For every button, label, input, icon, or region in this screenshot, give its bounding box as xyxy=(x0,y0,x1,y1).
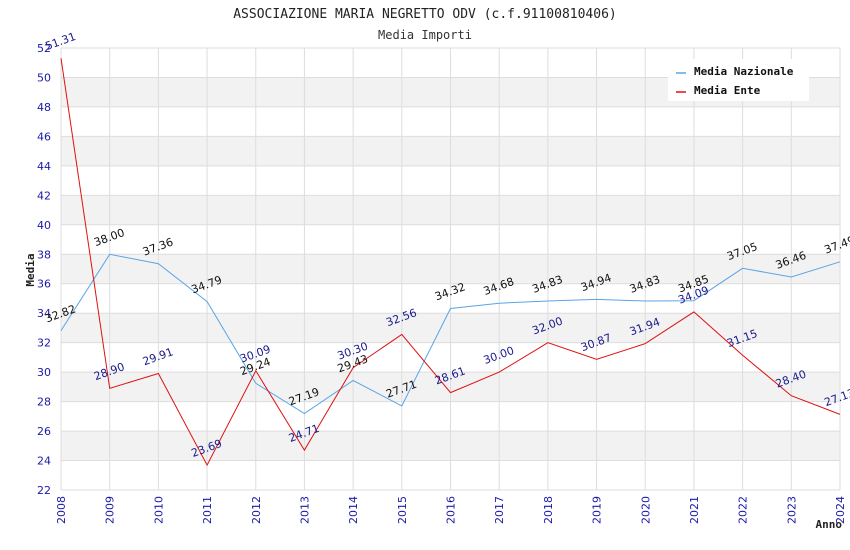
y-tick-label: 30 xyxy=(37,366,51,379)
y-tick-label: 34 xyxy=(37,307,51,320)
y-tick-label: 38 xyxy=(37,248,51,261)
x-tick-label: 2012 xyxy=(250,496,263,524)
x-tick-label: 2016 xyxy=(445,496,458,524)
x-tick-label: 2021 xyxy=(688,496,701,524)
x-tick-label: 2017 xyxy=(493,496,506,524)
series-line-media-nazionale xyxy=(60,253,841,415)
x-tick-label: 2008 xyxy=(55,496,68,524)
y-tick-label: 46 xyxy=(37,130,51,143)
chart-title: ASSOCIAZIONE MARIA NEGRETTO ODV (c.f.911… xyxy=(233,7,617,22)
x-tick-label: 2020 xyxy=(639,496,652,524)
x-tick-label: 2011 xyxy=(201,496,214,524)
y-tick-label: 48 xyxy=(37,101,51,114)
x-tick-label: 2010 xyxy=(152,496,165,524)
x-tick-label: 2018 xyxy=(542,496,555,524)
y-axis-label: Media xyxy=(24,253,37,286)
x-tick-label: 2022 xyxy=(737,496,750,524)
y-axis-ticks: 22 24 26 28 30 32 34 36 38 40 42 44 46 48 50 52 xyxy=(37,42,51,497)
x-tick-label: 2014 xyxy=(347,496,360,524)
x-tick-label: 2019 xyxy=(591,496,604,524)
y-tick-label: 52 xyxy=(37,42,51,55)
x-tick-label: 2009 xyxy=(104,496,117,524)
y-tick-label: 26 xyxy=(37,425,51,438)
x-tick-label: 2015 xyxy=(396,496,409,524)
legend-label-media-nazionale: Media Nazionale xyxy=(694,65,794,78)
series-line-media-ente xyxy=(60,58,841,467)
y-tick-label: 32 xyxy=(37,337,51,350)
y-tick-label: 22 xyxy=(37,484,51,497)
y-tick-label: 24 xyxy=(37,455,51,468)
y-tick-label: 42 xyxy=(37,189,51,202)
y-tick-label: 36 xyxy=(37,278,51,291)
x-axis-ticks: 2008 2009 2010 2011 2012 2013 2014 2015 2016 2017… xyxy=(55,496,847,524)
x-tick-label: 2024 xyxy=(834,496,847,524)
y-tick-label: 40 xyxy=(37,219,51,232)
y-tick-label: 28 xyxy=(37,396,51,409)
chart-subtitle: Media Importi xyxy=(378,28,472,42)
y-tick-label: 44 xyxy=(37,160,51,173)
legend-box xyxy=(668,59,809,101)
legend: Media Nazionale Media Ente xyxy=(668,59,809,101)
legend-label-media-ente: Media Ente xyxy=(694,84,761,97)
x-axis-label: Anno xyxy=(816,518,843,531)
x-tick-label: 2023 xyxy=(785,496,798,524)
x-tick-label: 2013 xyxy=(298,496,311,524)
series-layer xyxy=(60,58,841,467)
y-tick-label: 50 xyxy=(37,71,51,84)
